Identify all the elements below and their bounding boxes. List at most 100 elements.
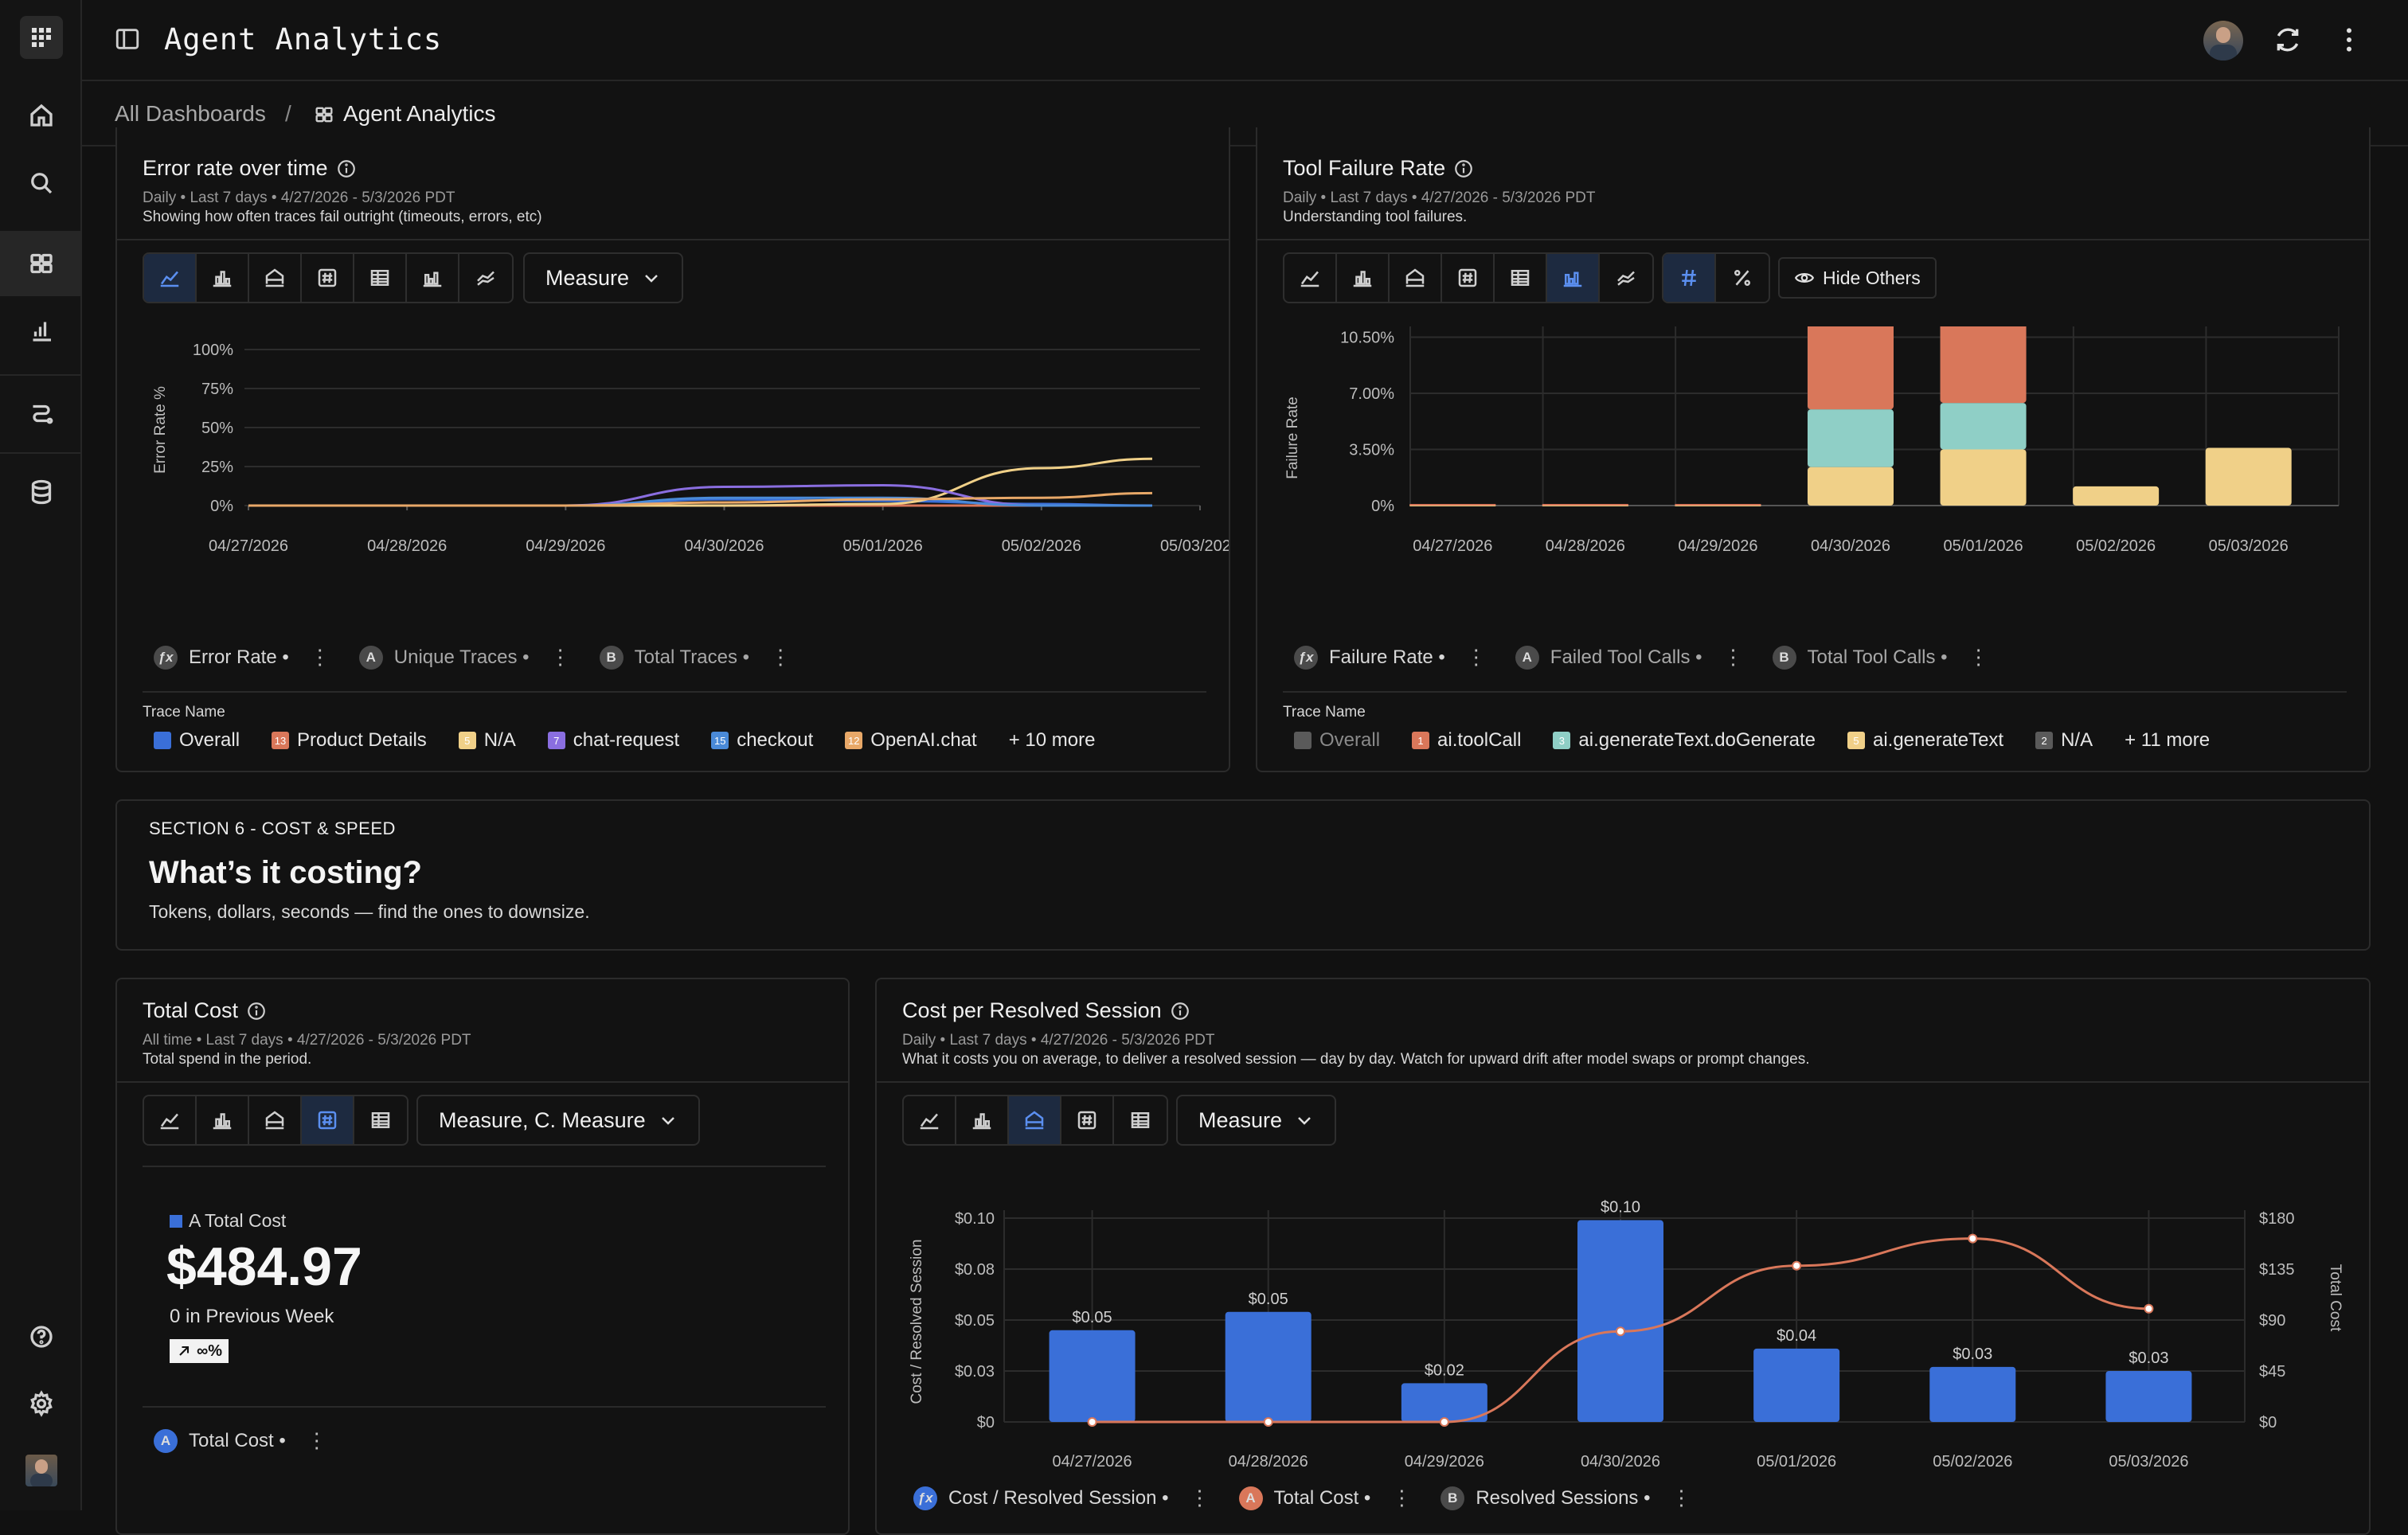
number-button[interactable] — [302, 1096, 354, 1144]
bar-chart-button[interactable] — [197, 254, 249, 302]
database-icon[interactable] — [18, 468, 65, 516]
bar-value-label: $0.04 — [1777, 1327, 1816, 1345]
measure-menu-icon[interactable]: ⋮ — [309, 645, 330, 669]
line-chart-button[interactable] — [144, 254, 197, 302]
legend-item[interactable]: 13 Product Details — [272, 729, 427, 752]
bar-value-label: $0.03 — [1953, 1346, 1992, 1363]
legend-item[interactable]: 3 ai.generateText.doGenerate — [1553, 729, 1816, 752]
measure-label[interactable]: Failure Rate • — [1329, 646, 1445, 668]
legend-item[interactable]: 5 N/A — [458, 729, 516, 752]
percent-values-button[interactable] — [1716, 254, 1769, 302]
measure-menu-icon[interactable]: ⋮ — [1465, 645, 1487, 669]
gear-icon[interactable] — [18, 1380, 65, 1428]
legend-item[interactable]: 5 ai.generateText — [1847, 729, 2003, 752]
hide-others-button[interactable]: Hide Others — [1778, 257, 1937, 299]
legend-item[interactable]: 12 OpenAI.chat — [845, 729, 977, 752]
refresh-icon[interactable] — [2272, 24, 2304, 56]
help-icon[interactable] — [18, 1313, 65, 1361]
chevron-down-icon — [661, 1117, 674, 1125]
info-icon[interactable] — [1170, 1001, 1190, 1021]
measure-label[interactable]: Unique Traces • — [393, 646, 530, 668]
table-button[interactable] — [354, 1096, 407, 1144]
measure-dropdown[interactable]: Measure, C. Measure — [416, 1095, 700, 1146]
absolute-values-button[interactable] — [1663, 254, 1716, 302]
number-button[interactable] — [302, 254, 354, 302]
avatar[interactable] — [25, 1455, 57, 1486]
chart-type-toolbar — [902, 1095, 1168, 1146]
sidebar-toggle-icon[interactable] — [114, 25, 141, 53]
measure-label[interactable]: Total Cost • — [1273, 1486, 1371, 1509]
bar-chart-button[interactable] — [1337, 254, 1390, 302]
bar-chart-button[interactable] — [956, 1096, 1009, 1144]
measure-menu-icon[interactable]: ⋮ — [549, 645, 571, 669]
more-menu-icon[interactable] — [2337, 24, 2361, 56]
grouped-bar-button[interactable] — [407, 254, 459, 302]
measure-menu-icon[interactable]: ⋮ — [1671, 1486, 1692, 1510]
info-icon[interactable] — [246, 1001, 267, 1021]
measure-menu-icon[interactable]: ⋮ — [1968, 645, 1989, 669]
apps-icon[interactable] — [20, 16, 63, 59]
area-chart-button[interactable] — [249, 1096, 302, 1144]
line-chart-button[interactable] — [144, 1096, 197, 1144]
measure-label[interactable]: Total Traces • — [634, 646, 750, 668]
cost-per-session-desc: What it costs you on average, to deliver… — [902, 1051, 1810, 1068]
measure-dropdown[interactable]: Measure — [1176, 1095, 1337, 1146]
stacked-line-button[interactable] — [459, 254, 512, 302]
breadcrumb-root[interactable]: All Dashboards — [115, 101, 266, 126]
stacked-bar-button[interactable] — [1547, 254, 1600, 302]
dashboards-icon[interactable] — [18, 240, 65, 287]
measure-label[interactable]: Total Tool Calls • — [1807, 646, 1948, 668]
x-tick-label: 05/03/2026 — [2209, 537, 2289, 555]
user-avatar[interactable] — [2203, 21, 2243, 61]
legend-more[interactable]: + 10 more — [1008, 729, 1096, 751]
measure-menu-icon[interactable]: ⋮ — [1722, 645, 1744, 669]
info-icon[interactable] — [1453, 158, 1474, 179]
legend-more[interactable]: + 11 more — [2125, 729, 2211, 751]
legend-item[interactable]: Overall — [1294, 729, 1380, 752]
measure-label[interactable]: Failed Tool Calls • — [1550, 646, 1702, 668]
number-button[interactable] — [1061, 1096, 1114, 1144]
measure-menu-icon[interactable]: ⋮ — [1189, 1486, 1210, 1510]
table-button[interactable] — [1114, 1096, 1167, 1144]
legend-swatch: 7 — [547, 732, 565, 749]
line-chart-button[interactable] — [904, 1096, 956, 1144]
table-button[interactable] — [354, 254, 407, 302]
chart-type-toolbar — [143, 1095, 408, 1146]
measure-dropdown[interactable]: Measure — [523, 252, 684, 303]
measure-label[interactable]: Cost / Resolved Session • — [948, 1486, 1169, 1509]
measure-label[interactable]: Total Cost • — [189, 1429, 286, 1451]
area-chart-button[interactable] — [1390, 254, 1442, 302]
x-tick-label: 05/02/2026 — [1002, 537, 1081, 555]
line-chart-button[interactable] — [1284, 254, 1337, 302]
info-icon[interactable] — [336, 158, 357, 179]
bar-segment-ai-generatetext — [2073, 486, 2160, 506]
number-button[interactable] — [1442, 254, 1495, 302]
x-tick-label: 04/29/2026 — [1678, 537, 1757, 555]
measure-menu-icon[interactable]: ⋮ — [1391, 1486, 1413, 1510]
stacked-line-button[interactable] — [1600, 254, 1652, 302]
y-tick-label: 10.50% — [1340, 330, 1394, 347]
area-chart-button[interactable] — [249, 254, 302, 302]
combo-chart-button[interactable] — [1009, 1096, 1061, 1144]
bar-chart-icon[interactable] — [18, 307, 65, 354]
home-icon[interactable] — [18, 92, 65, 139]
legend-item[interactable]: 2 N/A — [2035, 729, 2093, 752]
measure-label[interactable]: Error Rate • — [189, 646, 289, 668]
table-button[interactable] — [1495, 254, 1547, 302]
y-axis-title: Cost / Resolved Session — [909, 1240, 925, 1404]
bar-chart-button[interactable] — [197, 1096, 249, 1144]
dashboard-icon — [313, 104, 335, 126]
routes-icon[interactable] — [18, 389, 65, 436]
measure-label[interactable]: Resolved Sessions • — [1476, 1486, 1651, 1509]
x-tick-label: 04/28/2026 — [1546, 537, 1625, 555]
measure-menu-icon[interactable]: ⋮ — [770, 645, 792, 669]
legend-item[interactable]: 1 ai.toolCall — [1412, 729, 1521, 752]
x-tick-label: 05/03/2026 — [2109, 1453, 2188, 1471]
error-rate-title-text: Error rate over time — [143, 156, 328, 180]
legend-item[interactable]: 7 chat-request — [547, 729, 679, 752]
search-icon[interactable] — [18, 159, 65, 207]
measure-menu-icon[interactable]: ⋮ — [306, 1428, 327, 1452]
legend-item[interactable]: 15 checkout — [711, 729, 813, 752]
x-tick-label: 04/27/2026 — [209, 537, 288, 555]
legend-item[interactable]: Overall — [154, 729, 240, 752]
